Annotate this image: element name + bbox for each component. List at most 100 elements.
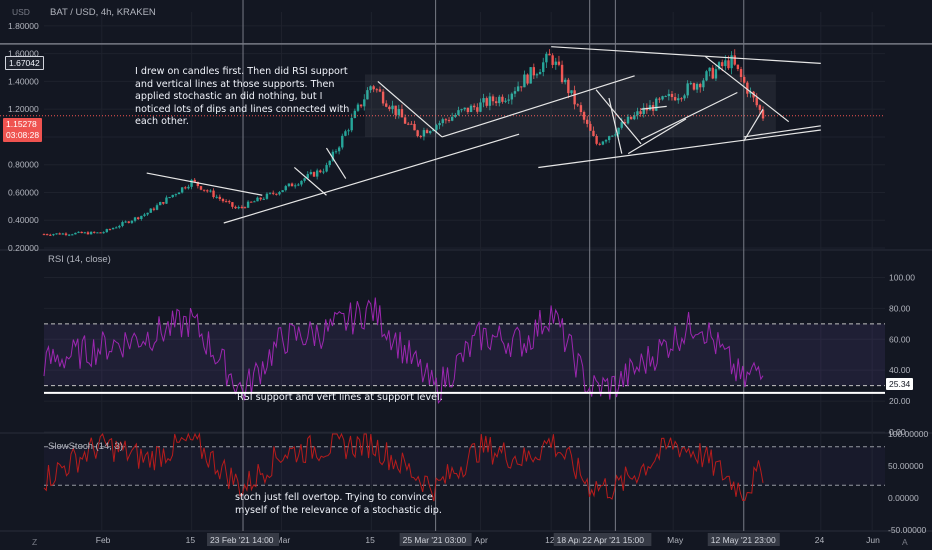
time-tick-label: 12 [545, 535, 555, 545]
candle-body [721, 62, 724, 67]
rsi-panel[interactable] [43, 297, 885, 405]
candle-body [133, 217, 137, 221]
candle-body [535, 74, 539, 76]
candle-body [315, 170, 319, 177]
candle-body [58, 233, 61, 235]
candle-body [328, 160, 331, 166]
candle-body [45, 234, 49, 236]
trendline [704, 55, 790, 123]
trendline [146, 172, 263, 196]
candle-body [275, 193, 278, 195]
candle-body [86, 232, 90, 235]
candle-body [447, 119, 451, 121]
candle-body [180, 187, 184, 193]
candle-body [375, 89, 379, 91]
candle-body [111, 228, 115, 230]
candle-body [187, 186, 190, 189]
price-tick-label: 0.60000 [8, 187, 39, 197]
currency-label: USD [12, 7, 30, 17]
candle-body [749, 91, 752, 94]
candle-body [717, 62, 721, 70]
candle-body [689, 83, 693, 85]
trendline [627, 118, 687, 155]
trendline [551, 46, 821, 64]
candle-body [620, 122, 623, 128]
trendline [293, 167, 327, 196]
candle-body [457, 110, 460, 115]
time-tick-label: Mar [276, 535, 291, 545]
candle-body [149, 208, 152, 213]
candle-body [218, 196, 222, 199]
timezone-toggle[interactable]: Z [32, 537, 38, 547]
candle-body [256, 197, 259, 202]
candle-body [61, 233, 65, 235]
candle-body [209, 190, 212, 192]
trendline-drawings[interactable] [146, 46, 821, 224]
candle-body [686, 83, 689, 96]
candle-body [510, 93, 514, 100]
candle-body [290, 183, 294, 187]
candle-body [680, 98, 683, 100]
candle-body [265, 193, 269, 199]
candle-body [636, 111, 639, 116]
candle-body [491, 96, 495, 102]
candle-body [466, 107, 470, 113]
candle-body [444, 119, 448, 121]
candle-body [454, 114, 457, 117]
candle-body [761, 109, 765, 119]
candle-body [388, 106, 391, 110]
candle-body [312, 172, 316, 177]
candle-body [350, 117, 353, 131]
candle-body [705, 71, 708, 81]
candle-body [202, 189, 206, 191]
candle-body [121, 222, 124, 226]
candle-body [623, 122, 627, 124]
candle-body [472, 105, 476, 108]
candle-body [278, 192, 281, 195]
candle-body [96, 232, 99, 234]
candle-body [378, 89, 382, 92]
candle-body [695, 83, 699, 90]
trendline [608, 97, 623, 154]
candle-body [560, 64, 564, 83]
candle-body [199, 186, 203, 190]
rsi-title: RSI (14, close) [48, 254, 111, 265]
time-highlight-label: 25 Mar '21 03:00 [403, 535, 467, 545]
time-tick-label: Feb [96, 535, 111, 545]
candle-body [607, 136, 611, 141]
candle-body [231, 202, 234, 207]
candle-body [432, 129, 435, 132]
candle-body [400, 109, 404, 118]
price-candles[interactable] [0, 43, 932, 237]
candle-body [498, 96, 501, 104]
auto-scale-toggle[interactable]: A [902, 537, 908, 547]
candle-body [99, 232, 102, 234]
candle-body [162, 202, 165, 204]
trendline [640, 105, 667, 110]
candle-body [542, 62, 545, 72]
rsi-support-tag: 25.34 [886, 378, 914, 390]
candle-body [419, 136, 422, 138]
rsi-tick-label: 80.00 [889, 303, 911, 313]
candle-body [592, 130, 595, 136]
range-box [364, 74, 776, 137]
trendline [325, 147, 347, 179]
time-highlight-box [579, 533, 652, 546]
candle-body [570, 90, 573, 94]
candle-body [272, 192, 275, 194]
time-highlight-label: 12 May '21 23:00 [711, 535, 776, 545]
candle-body [136, 217, 140, 220]
candle-body [513, 91, 517, 94]
stoch-panel[interactable] [43, 432, 764, 502]
time-highlight-box [399, 533, 472, 546]
rsi-annotation: RSI support and vert lines at support le… [237, 392, 443, 403]
candle-body [595, 135, 598, 144]
candle-body [450, 116, 454, 121]
price-tag-level: 1.67042 [5, 56, 44, 70]
candle-body [655, 98, 658, 111]
candle-body [410, 123, 413, 125]
vertical-support-lines [242, 0, 745, 531]
rsi-tick-label: 100.00 [889, 272, 915, 282]
candle-body [89, 231, 93, 235]
